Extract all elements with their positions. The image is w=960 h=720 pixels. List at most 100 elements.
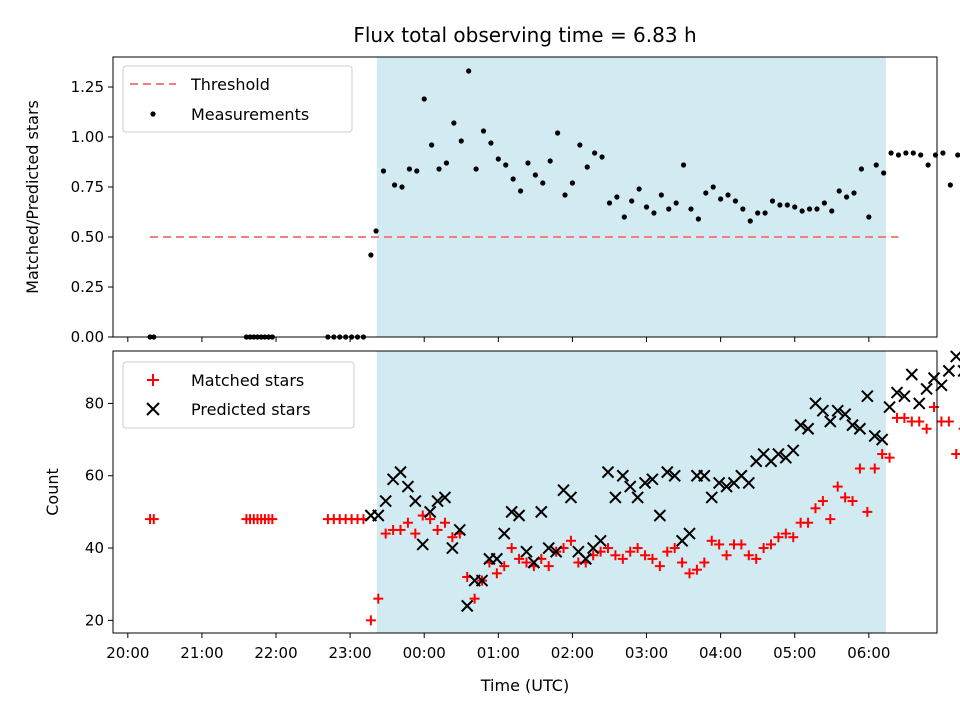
matched-star-point <box>869 463 880 474</box>
predicted-star-point <box>646 473 659 486</box>
measurement-point <box>866 214 872 220</box>
measurement-point <box>762 210 768 216</box>
measurement-point <box>784 202 790 208</box>
measurement-point <box>673 200 679 206</box>
top-legend-box <box>122 65 353 133</box>
matched-stars-points <box>145 402 960 626</box>
predicted-star-point <box>601 465 615 479</box>
matched-star-point <box>751 553 762 564</box>
predicted-star-point <box>453 523 466 537</box>
predicted-star-point <box>542 541 555 555</box>
measurement-point <box>918 152 924 158</box>
predicted-star-point <box>816 404 830 417</box>
predicted-star-point <box>705 491 718 504</box>
measurement-point <box>473 166 479 172</box>
predicted-star-point <box>913 397 926 410</box>
predicted-star-point <box>379 494 392 508</box>
measurement-point <box>391 182 398 188</box>
predicted-star-point <box>898 389 911 403</box>
matched-star-point <box>780 528 791 539</box>
measurement-point <box>503 162 509 168</box>
matched-star-point <box>884 452 895 463</box>
measurement-point <box>925 162 931 168</box>
bottom-y-tick-label: 20 <box>85 611 104 629</box>
measurement-point <box>851 190 857 196</box>
legend-predicted-label: Predicted stars <box>191 400 311 419</box>
measurement-point <box>688 206 694 212</box>
predicted-star-point <box>416 538 429 551</box>
predicted-star-point <box>824 415 837 428</box>
predicted-star-point <box>883 400 896 414</box>
matched-star-point <box>625 546 636 557</box>
measurement-point <box>510 176 516 182</box>
matched-star-point <box>899 412 910 423</box>
predicted-star-point <box>401 480 415 493</box>
measurement-point <box>703 190 709 196</box>
matched-star-point <box>825 514 836 525</box>
top-axes-frame <box>112 56 938 338</box>
top-panel: 0.00 0.25 0.50 0.75 1.00 1.25 Matched/Predict… <box>23 56 960 346</box>
measurement-point <box>658 192 664 198</box>
predicted-star-point <box>446 541 459 555</box>
matched-star-point <box>714 539 725 550</box>
predicted-star-point <box>609 491 622 504</box>
predicted-star-point <box>668 469 681 482</box>
measurements-points <box>147 68 960 340</box>
matched-star-point <box>877 449 888 460</box>
measurement-point <box>836 188 842 194</box>
matched-star-point <box>862 506 873 517</box>
measurement-point <box>406 166 413 172</box>
predicted-star-point <box>683 527 696 540</box>
bottom-panel: 20 40 60 80 20:00 21:00 22:00 23:00 00:00 01:00 0… <box>43 350 960 695</box>
top-y-axis-label: Matched/Predicted stars <box>23 100 42 294</box>
predicted-star-point <box>794 418 807 432</box>
bottom-y-ticks: 20 40 60 80 <box>85 394 113 629</box>
matched-star-point <box>832 481 843 492</box>
measurement-point <box>769 198 776 204</box>
matched-star-point <box>514 553 525 564</box>
legend-matched-swatch <box>147 374 159 386</box>
measurement-point <box>592 150 598 156</box>
matched-star-point <box>766 539 777 550</box>
measurement-point <box>458 138 464 144</box>
measurement-point <box>888 150 894 156</box>
predicted-star-point <box>838 408 852 421</box>
matched-star-point <box>410 528 421 539</box>
top-x-ticks <box>127 337 870 342</box>
top-y-tick-label: 0.00 <box>71 328 104 346</box>
predicted-star-point <box>742 476 755 490</box>
measurement-point <box>799 208 805 214</box>
top-y-ticks: 0.00 0.25 0.50 0.75 1.00 1.25 <box>71 78 113 346</box>
bottom-y-tick-label: 80 <box>85 394 104 412</box>
legend-predicted-swatch <box>146 402 160 416</box>
top-shaded-span <box>376 57 886 337</box>
predicted-star-point <box>431 494 444 508</box>
predicted-star-point <box>890 386 904 399</box>
predicted-star-point <box>787 444 800 457</box>
predicted-star-point <box>372 509 385 522</box>
measurement-point <box>429 142 435 148</box>
measurement-point <box>666 206 672 212</box>
measurement-point <box>569 180 576 186</box>
measurement-point <box>436 166 442 172</box>
measurement-point <box>368 252 374 258</box>
matched-star-point <box>267 514 278 525</box>
measurement-point <box>643 204 650 210</box>
measurement-point <box>940 150 946 156</box>
measurement-point <box>843 194 850 200</box>
predicted-stars-points <box>364 350 960 613</box>
top-y-tick-label: 1.00 <box>71 128 104 146</box>
matched-star-point <box>810 503 821 514</box>
measurement-point <box>414 168 420 174</box>
predicted-star-point <box>394 465 407 479</box>
matched-star-point <box>840 492 851 503</box>
matched-star-point <box>758 543 769 554</box>
measurement-point <box>488 140 494 146</box>
matched-star-point <box>684 568 695 579</box>
measurement-point <box>740 206 746 212</box>
matched-star-point <box>610 550 621 561</box>
x-tick-label: 20:00 <box>106 644 149 662</box>
predicted-star-point <box>498 527 511 540</box>
measurement-point <box>525 160 531 166</box>
matched-star-point <box>817 496 828 507</box>
